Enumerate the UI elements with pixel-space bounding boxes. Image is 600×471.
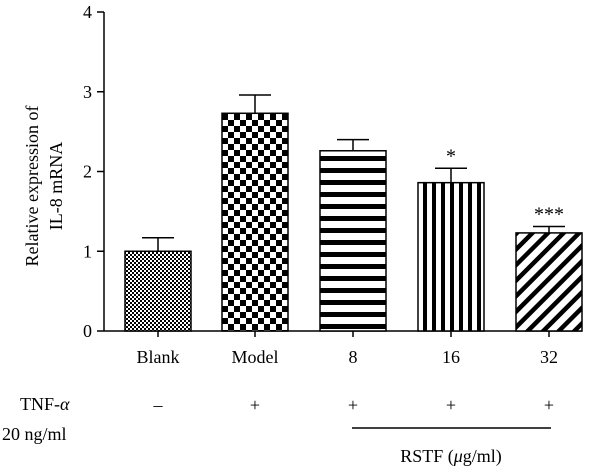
- bar: [124, 250, 192, 332]
- bar: [417, 181, 485, 332]
- y-axis-title-line-2: IL-8 mRNA: [46, 142, 66, 231]
- bars: [124, 112, 583, 332]
- treatment-sign: –: [153, 395, 164, 415]
- treatment-sign: +: [348, 395, 358, 415]
- treatment-signs: – + + + +: [153, 395, 555, 415]
- category-label: 8: [349, 347, 358, 367]
- significance-marks: ****: [446, 145, 564, 225]
- category-label: 16: [442, 347, 460, 367]
- x-axis: [104, 330, 582, 337]
- category-labels: Blank Model 8 16 32: [137, 347, 559, 367]
- treatment-sign: +: [446, 395, 456, 415]
- tnf-label: TNF-α: [20, 394, 70, 414]
- treatment-sign: +: [544, 395, 554, 415]
- category-label: 32: [540, 347, 558, 367]
- error-bars: [142, 94, 565, 252]
- significance-mark: *: [446, 145, 456, 167]
- y-tick-label: 2: [83, 162, 92, 182]
- y-axis: 0 1 2 3 4: [83, 2, 105, 341]
- y-tick-label: 0: [83, 321, 92, 341]
- y-tick-label: 1: [83, 241, 92, 261]
- treatment-legend: TNF-α 20 ng/ml – + + + + RSTF (μg/ml): [2, 394, 554, 467]
- bar: [221, 112, 289, 332]
- dose-label: 20 ng/ml: [2, 424, 67, 444]
- category-label: Model: [232, 347, 279, 367]
- rstf-label: RSTF (μg/ml): [400, 446, 502, 467]
- y-axis-title: Relative expression of IL-8 mRNA: [22, 106, 66, 267]
- y-axis-title-line-1: Relative expression of: [22, 106, 42, 267]
- bar: [319, 150, 387, 332]
- category-label: Blank: [137, 347, 180, 367]
- y-tick-label: 3: [83, 82, 92, 102]
- bar: [515, 232, 583, 332]
- y-tick-label: 4: [83, 2, 92, 22]
- treatment-sign: +: [250, 395, 260, 415]
- significance-mark: ***: [534, 204, 564, 226]
